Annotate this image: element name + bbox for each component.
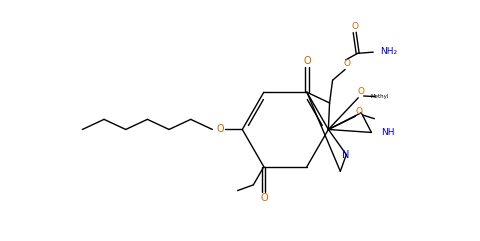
Text: O: O: [357, 87, 364, 96]
Text: O: O: [350, 22, 358, 31]
Text: NH₂: NH₂: [379, 47, 396, 56]
Text: Methyl: Methyl: [370, 94, 388, 99]
Text: N: N: [341, 150, 348, 160]
Text: O: O: [302, 56, 310, 66]
Text: O: O: [260, 193, 267, 203]
Text: O: O: [355, 107, 362, 116]
Text: NH: NH: [381, 128, 394, 137]
Text: O: O: [216, 124, 224, 134]
Text: O: O: [343, 59, 349, 68]
